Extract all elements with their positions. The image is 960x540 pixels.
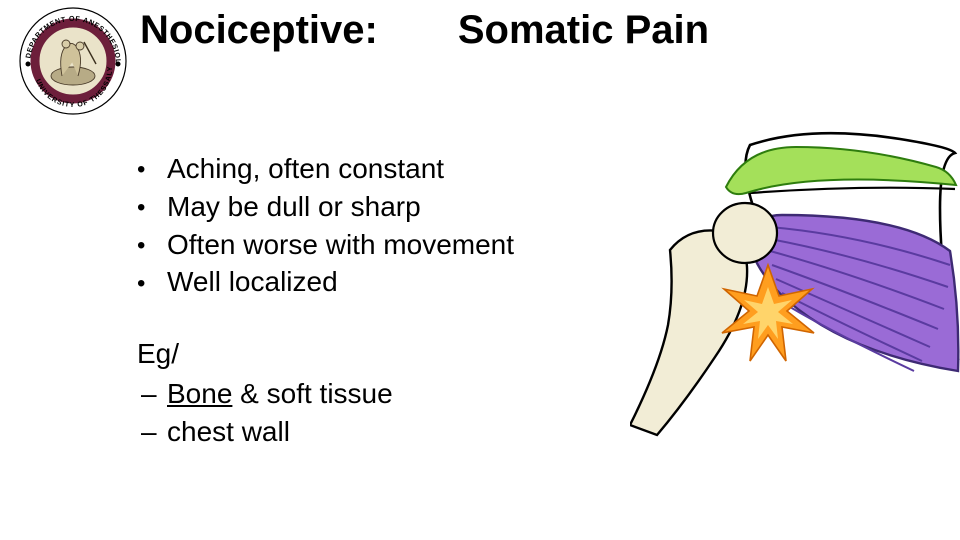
slide-body: Aching, often constant May be dull or sh… bbox=[137, 150, 617, 451]
examples-list: Bone & soft tissue chest wall bbox=[137, 375, 617, 451]
slide-title: Nociceptive: Somatic Pain bbox=[140, 8, 920, 53]
humerus-shape bbox=[630, 230, 747, 435]
example-item: chest wall bbox=[137, 413, 617, 451]
title-left: Nociceptive: bbox=[140, 8, 378, 53]
bullet-item: May be dull or sharp bbox=[137, 188, 617, 226]
bullet-item: Often worse with movement bbox=[137, 226, 617, 264]
bullet-item: Well localized bbox=[137, 263, 617, 301]
department-seal-logo: DEPARTMENT OF ANESTHESIOLOGY UNIVERSITY … bbox=[18, 6, 128, 116]
examples-label: Eg/ bbox=[137, 335, 617, 373]
humeral-head bbox=[713, 203, 777, 263]
bullet-item: Aching, often constant bbox=[137, 150, 617, 188]
title-right: Somatic Pain bbox=[458, 8, 709, 53]
example-item: Bone & soft tissue bbox=[137, 375, 617, 413]
shoulder-anatomy-illustration bbox=[630, 115, 960, 445]
bullet-list: Aching, often constant May be dull or sh… bbox=[137, 150, 617, 301]
